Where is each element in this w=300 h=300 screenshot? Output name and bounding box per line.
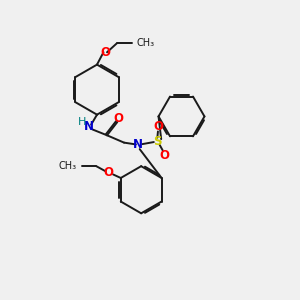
Text: O: O [153, 120, 163, 133]
Text: O: O [101, 46, 111, 59]
Text: N: N [84, 120, 94, 133]
Text: O: O [103, 166, 113, 178]
Text: O: O [113, 112, 123, 125]
Text: H: H [78, 117, 86, 127]
Text: CH₃: CH₃ [136, 38, 154, 48]
Text: S: S [153, 135, 162, 148]
Text: N: N [133, 139, 143, 152]
Text: O: O [159, 149, 170, 162]
Text: CH₃: CH₃ [58, 161, 76, 171]
